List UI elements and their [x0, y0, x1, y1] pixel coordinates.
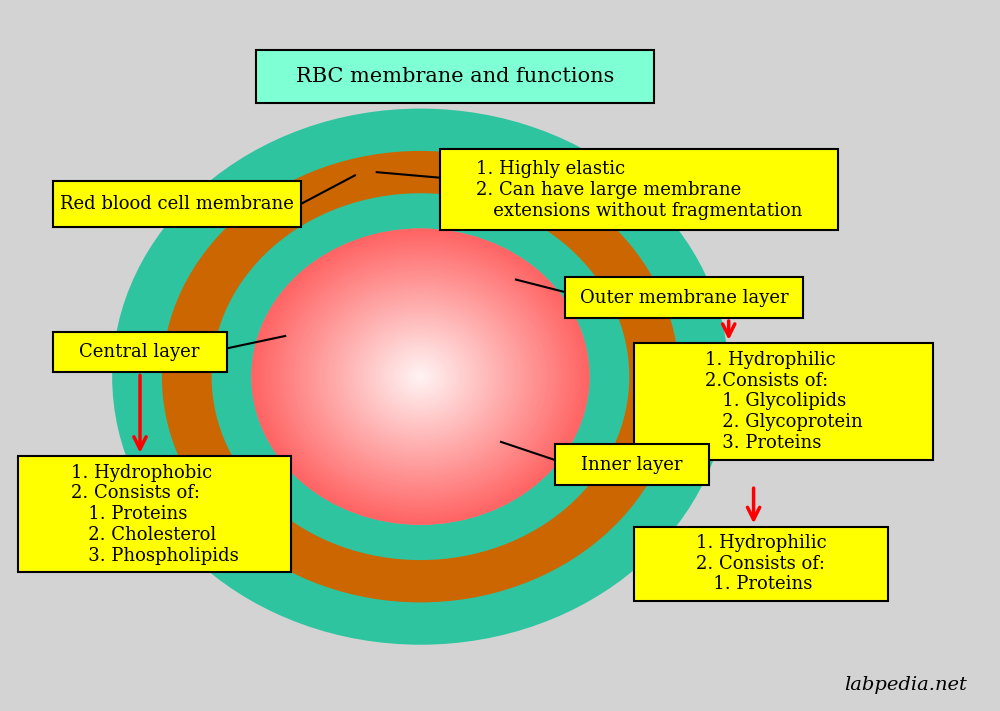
- Ellipse shape: [254, 231, 587, 523]
- Text: 1. Hydrophilic
2.Consists of:
   1. Glycolipids
   2. Glycoprotein
   3. Protein: 1. Hydrophilic 2.Consists of: 1. Glycoli…: [705, 351, 862, 452]
- FancyBboxPatch shape: [256, 50, 654, 103]
- Ellipse shape: [373, 335, 468, 419]
- Ellipse shape: [274, 248, 567, 505]
- Ellipse shape: [305, 275, 536, 478]
- Ellipse shape: [296, 268, 544, 486]
- Ellipse shape: [308, 278, 533, 476]
- Text: labpedia.net: labpedia.net: [845, 676, 967, 694]
- Text: 1. Hydrophobic
2. Consists of:
   1. Proteins
   2. Cholesterol
   3. Phospholip: 1. Hydrophobic 2. Consists of: 1. Protei…: [71, 464, 238, 565]
- Ellipse shape: [350, 315, 491, 439]
- Ellipse shape: [412, 369, 429, 384]
- Ellipse shape: [381, 342, 460, 411]
- Ellipse shape: [395, 355, 446, 399]
- Ellipse shape: [392, 352, 449, 401]
- Ellipse shape: [162, 151, 679, 602]
- Text: Outer membrane layer: Outer membrane layer: [580, 289, 788, 306]
- Ellipse shape: [398, 357, 443, 397]
- Ellipse shape: [294, 265, 547, 488]
- Ellipse shape: [299, 270, 542, 483]
- FancyBboxPatch shape: [18, 456, 291, 572]
- Ellipse shape: [212, 193, 629, 560]
- Ellipse shape: [370, 332, 471, 421]
- Ellipse shape: [356, 320, 485, 434]
- Ellipse shape: [288, 261, 553, 493]
- Text: 1. Hydrophilic
2. Consists of:
   1. Proteins: 1. Hydrophilic 2. Consists of: 1. Protei…: [696, 534, 826, 594]
- Ellipse shape: [375, 337, 466, 416]
- Ellipse shape: [271, 246, 570, 508]
- Ellipse shape: [415, 372, 426, 382]
- FancyBboxPatch shape: [53, 331, 227, 373]
- Ellipse shape: [387, 347, 454, 406]
- Ellipse shape: [112, 109, 729, 645]
- Ellipse shape: [336, 303, 505, 451]
- Ellipse shape: [313, 283, 528, 471]
- Ellipse shape: [280, 253, 561, 500]
- Ellipse shape: [251, 228, 590, 525]
- Ellipse shape: [344, 310, 497, 444]
- Ellipse shape: [347, 312, 494, 441]
- Ellipse shape: [409, 367, 432, 387]
- Ellipse shape: [367, 330, 474, 424]
- Ellipse shape: [330, 298, 511, 456]
- Ellipse shape: [260, 236, 581, 518]
- Ellipse shape: [361, 325, 480, 429]
- Ellipse shape: [322, 290, 519, 463]
- Text: Central layer: Central layer: [79, 343, 200, 361]
- Ellipse shape: [406, 364, 435, 389]
- Ellipse shape: [384, 345, 457, 409]
- Ellipse shape: [378, 340, 463, 414]
- Ellipse shape: [404, 362, 437, 392]
- Ellipse shape: [327, 295, 513, 458]
- Ellipse shape: [364, 327, 477, 426]
- FancyBboxPatch shape: [634, 343, 933, 459]
- Ellipse shape: [251, 228, 590, 525]
- Ellipse shape: [325, 293, 516, 461]
- Ellipse shape: [333, 300, 508, 453]
- Ellipse shape: [342, 308, 499, 446]
- Ellipse shape: [311, 280, 530, 473]
- Ellipse shape: [268, 243, 573, 510]
- Ellipse shape: [285, 258, 556, 495]
- Ellipse shape: [353, 317, 488, 436]
- FancyBboxPatch shape: [565, 277, 803, 318]
- FancyBboxPatch shape: [53, 181, 301, 227]
- Text: RBC membrane and functions: RBC membrane and functions: [296, 68, 614, 86]
- Ellipse shape: [319, 288, 522, 466]
- Text: 1. Highly elastic
2. Can have large membrane
   extensions without fragmentation: 1. Highly elastic 2. Can have large memb…: [476, 160, 802, 220]
- Ellipse shape: [263, 238, 578, 515]
- Ellipse shape: [277, 251, 564, 503]
- Ellipse shape: [389, 350, 451, 404]
- FancyBboxPatch shape: [440, 149, 838, 230]
- Ellipse shape: [302, 273, 539, 481]
- Ellipse shape: [316, 285, 525, 468]
- Ellipse shape: [265, 241, 575, 513]
- Ellipse shape: [282, 256, 559, 498]
- Text: Red blood cell membrane: Red blood cell membrane: [60, 195, 294, 213]
- Ellipse shape: [358, 322, 482, 431]
- Ellipse shape: [257, 233, 584, 520]
- FancyBboxPatch shape: [555, 444, 709, 486]
- FancyBboxPatch shape: [634, 527, 888, 601]
- Ellipse shape: [401, 359, 440, 394]
- Ellipse shape: [339, 305, 502, 448]
- Ellipse shape: [418, 374, 423, 379]
- Text: Inner layer: Inner layer: [581, 456, 683, 474]
- Ellipse shape: [291, 263, 550, 491]
